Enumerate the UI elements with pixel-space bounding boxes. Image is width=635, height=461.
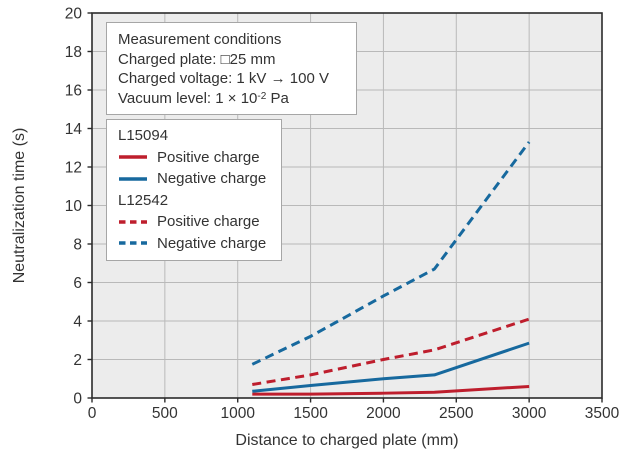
y-tick-label: 20: [65, 6, 83, 23]
solid-blue-line-swatch: [119, 177, 147, 181]
y-tick-label: 6: [73, 275, 82, 292]
y-tick-label: 2: [73, 352, 82, 369]
series-l15094-positive-charge: [252, 384, 530, 396]
conditions-charged-plate: Charged plate: □25 mm: [118, 50, 276, 68]
legend-item-label: Positive charge: [157, 148, 260, 166]
y-tick-label: 12: [65, 160, 82, 177]
legend-item-label: Negative charge: [157, 234, 267, 252]
legend-item-label: Positive charge: [157, 213, 260, 230]
x-axis-label: Distance to charged plate (mm): [235, 432, 458, 449]
dashed-red-line-swatch: [119, 220, 147, 224]
series-l12542-negative-charge: [251, 141, 531, 366]
legend-item-l15094-positive: Positive charge: [118, 147, 271, 169]
x-tick-label: 0: [88, 405, 97, 422]
vacuum-level-text: Vacuum level: 1 × 10: [118, 89, 258, 107]
y-tick-label: 0: [73, 391, 82, 408]
legend-item-l15094-negative: Negative charge: [118, 168, 271, 190]
x-tick-label: 2500: [439, 405, 474, 422]
vacuum-level-exponent: -2: [257, 90, 267, 102]
conditions-charged-voltage: Charged voltage: 1 kV → 100 V: [118, 70, 329, 87]
vacuum-level-unit: Pa: [266, 89, 289, 107]
y-tick-label: 16: [65, 83, 82, 100]
y-tick-label: 10: [65, 198, 83, 215]
y-axis-label: Neutralization time (s): [11, 128, 28, 284]
y-tick-label: 4: [73, 314, 82, 331]
x-tick-label: 3500: [585, 405, 620, 422]
legend-group-l12542: L12542: [118, 191, 169, 209]
y-tick-label: 14: [65, 121, 83, 138]
dashed-blue-line-swatch: [119, 241, 147, 245]
legend-item-label: Negative charge: [157, 170, 267, 187]
solid-red-line-swatch: [119, 155, 147, 159]
conditions-vacuum-level: Vacuum level: 1 × 10-2 Pa: [118, 89, 346, 109]
series-l12542-positive-charge: [252, 317, 530, 387]
conditions-title: Measurement conditions: [118, 31, 282, 48]
x-tick-label: 1000: [220, 405, 255, 422]
x-tick-label: 2000: [366, 405, 401, 422]
x-tick-label: 500: [152, 405, 178, 422]
legend: L15094 Positive charge Negative charge L…: [106, 119, 282, 261]
series-l15094-negative-charge: [252, 341, 530, 393]
legend-item-l12542-negative: Negative charge: [118, 233, 271, 255]
conditions-box: Measurement conditions Charged plate: □2…: [106, 22, 357, 115]
x-tick-label: 3000: [512, 405, 547, 422]
y-tick-label: 18: [65, 44, 82, 61]
x-tick-label: 1500: [293, 405, 328, 422]
y-tick-label: 8: [73, 237, 82, 254]
legend-group-l15094: L15094: [118, 127, 169, 144]
legend-item-l12542-positive: Positive charge: [118, 211, 271, 233]
